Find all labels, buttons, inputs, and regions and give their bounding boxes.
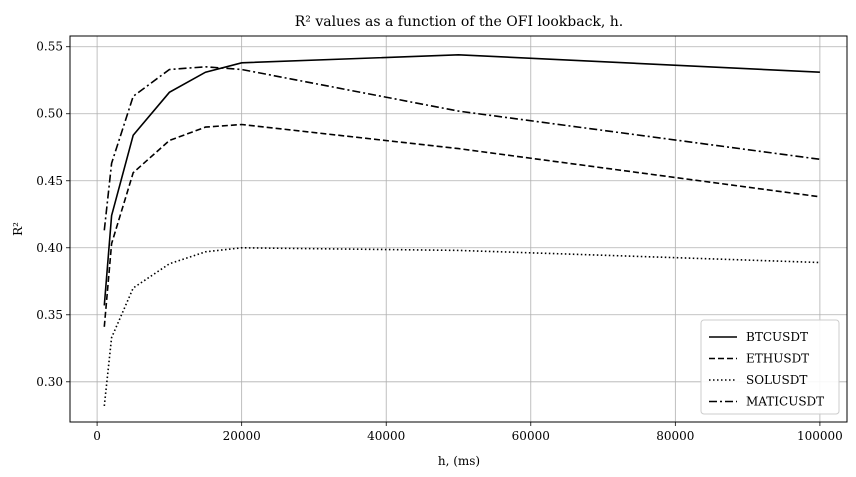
x-tick-label: 0 bbox=[93, 429, 101, 443]
legend-entry: MATICUSDT bbox=[746, 395, 824, 409]
x-axis-ticks: 0 20000 40000 60000 80000 100000 bbox=[93, 422, 843, 443]
x-tick-label: 40000 bbox=[367, 429, 405, 443]
x-axis-label: h, (ms) bbox=[438, 454, 480, 468]
legend-entry: SOLUSDT bbox=[746, 373, 807, 387]
series-line-maticusdt bbox=[103, 65, 821, 231]
y-tick-label: 0.50 bbox=[36, 107, 63, 121]
y-tick-label: 0.30 bbox=[36, 375, 63, 389]
chart-title: R² values as a function of the OFI lookb… bbox=[295, 14, 624, 30]
y-axis-ticks: 0.30 0.35 0.40 0.45 0.50 0.55 bbox=[36, 40, 70, 389]
series-line-ethusdt bbox=[103, 123, 821, 327]
x-tick-label: 100000 bbox=[797, 429, 843, 443]
y-tick-label: 0.35 bbox=[36, 308, 63, 322]
x-tick-label: 60000 bbox=[512, 429, 550, 443]
series-line-btcusdt bbox=[103, 53, 820, 306]
y-tick-label: 0.40 bbox=[36, 241, 63, 255]
series-line-solusdt bbox=[103, 246, 820, 406]
y-tick-label: 0.55 bbox=[36, 40, 63, 54]
plot-frame bbox=[69, 35, 848, 423]
y-tick-label: 0.45 bbox=[36, 174, 63, 188]
series-lines bbox=[103, 53, 821, 406]
legend: BTCUSDT ETHUSDT SOLUSDT MATICUSDT bbox=[700, 319, 840, 415]
x-tick-label: 80000 bbox=[656, 429, 694, 443]
legend-entry: ETHUSDT bbox=[746, 352, 809, 366]
legend-entry: BTCUSDT bbox=[746, 330, 808, 344]
x-tick-label: 20000 bbox=[223, 429, 261, 443]
y-axis-label: R² bbox=[11, 222, 25, 236]
grid-lines bbox=[70, 36, 847, 422]
legend-box bbox=[700, 319, 840, 415]
